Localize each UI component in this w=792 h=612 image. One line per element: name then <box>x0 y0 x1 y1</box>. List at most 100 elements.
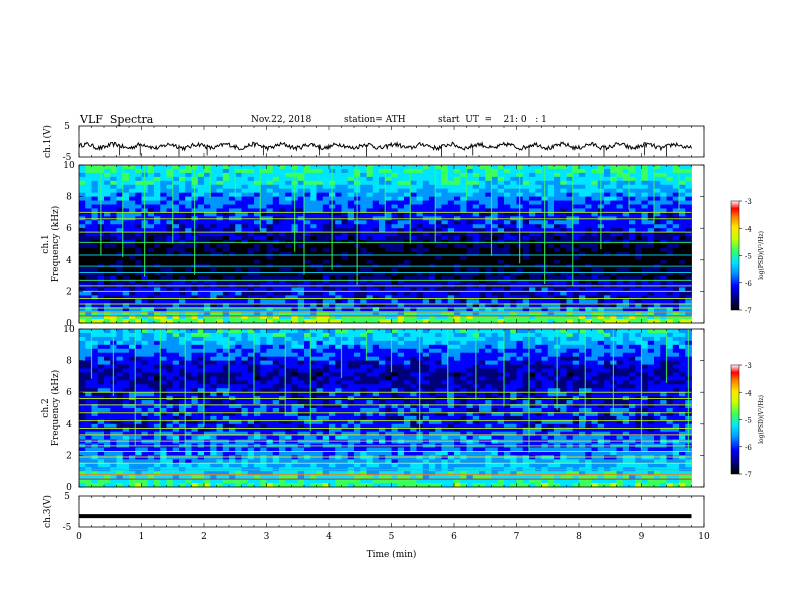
ch2-spec-cell <box>310 340 317 346</box>
ch1-spec-cell <box>366 311 374 316</box>
ch1-spec-cell <box>441 307 449 312</box>
ch2-spec-cell <box>479 336 486 342</box>
ch1-spec-cell <box>479 220 486 225</box>
ch1-spec-cell <box>460 212 467 217</box>
ch1-spec-cell <box>347 168 355 174</box>
ch1-spec-cell <box>304 259 311 265</box>
ch1-spec-cell <box>585 244 592 249</box>
ch1-spec-cell <box>491 196 499 201</box>
ch1-spec-cell <box>91 220 99 225</box>
ch1-spec-cell <box>222 259 230 265</box>
ch1-spec-cell <box>191 303 199 308</box>
ch1-spec-cell <box>479 255 486 261</box>
ch2-spec-cell <box>91 332 99 338</box>
ch1-spec-cell <box>616 228 624 233</box>
ch1-spec-cell <box>385 291 392 296</box>
ch2-spec-cell <box>241 344 249 350</box>
ch1-spec-cell <box>266 208 274 213</box>
ch1-spec-cell <box>560 224 567 229</box>
ch2-spec-cell <box>335 329 342 334</box>
ch1-spec-cell <box>272 176 280 182</box>
ch1-spec-cell <box>416 255 424 261</box>
ch1-spec-cell <box>104 299 111 304</box>
ch1-spec-cell <box>685 279 692 284</box>
ch1-spec-cell <box>447 315 455 320</box>
ch1-spec-cell <box>566 303 574 308</box>
ch1-spec-cell <box>354 299 361 304</box>
ch2-spec-cell <box>629 332 636 338</box>
ch1-spec-cell <box>560 188 567 194</box>
ch1-spec-cell <box>116 279 124 284</box>
ch2-spec-cell <box>297 340 305 346</box>
ch1-spec-cell <box>179 307 186 312</box>
ch1-spec-cell <box>110 307 117 312</box>
ch1-spec-cell <box>266 184 274 190</box>
ch2-spec-cell <box>185 329 192 334</box>
ch1-spec-cell <box>166 267 174 273</box>
ch1-spec-cell <box>335 267 342 273</box>
ch1-spec-cell <box>416 204 424 209</box>
ch1-spec-cell <box>216 192 224 197</box>
ch1-spec-cell <box>197 204 205 209</box>
ch2-spec-cell <box>360 344 367 350</box>
ch1-spec-cell <box>441 224 449 229</box>
ch1-spec-cell <box>79 180 86 186</box>
ch1-spec-cell <box>129 275 136 280</box>
ch1-spec-cell <box>429 184 436 190</box>
ch1-spec-cell <box>610 172 617 178</box>
ch1-spec-cell <box>372 224 380 229</box>
ch1-spec-cell <box>372 315 380 320</box>
ch1-spec-cell <box>347 236 355 241</box>
ch1-spec-cell <box>241 271 249 276</box>
ch2-spec-cell <box>547 332 555 338</box>
ch1-spec-cell <box>622 236 630 241</box>
ch1-spec-cell <box>97 299 105 304</box>
ch1-spec-cell <box>454 196 461 201</box>
ch1-spec-cell <box>654 172 661 178</box>
ch1-spec-cell <box>135 271 142 276</box>
start-time-label: start UT = 21: 0 : 1 <box>438 115 547 125</box>
ch1-spec-cell <box>616 315 624 320</box>
ch1-spec-cell <box>210 196 217 201</box>
ch1-spec-cell <box>566 255 574 261</box>
ch1-spec-cell <box>504 200 511 205</box>
ch1-spec-cell <box>104 172 111 178</box>
ch1-spec-cell <box>566 165 574 170</box>
ch1-spec-cell <box>322 176 330 182</box>
ch1-spec-cell <box>91 299 99 304</box>
ch1-spec-cell <box>416 168 424 174</box>
ch1-spec-cell <box>579 259 586 265</box>
ch1-spec-cell <box>379 196 386 201</box>
ch1-spec-cell <box>685 307 692 312</box>
ch1-spec-cell <box>685 192 692 197</box>
ch1-spec-cell <box>554 192 561 197</box>
ch2-spec-cell <box>322 340 330 346</box>
ch2-spec-cell <box>197 348 205 354</box>
ch1-spec-cell <box>147 232 155 237</box>
ch1-spec-cell <box>647 196 655 201</box>
ch1-spec-cell <box>685 228 692 233</box>
ch1-spec-cell <box>410 212 417 217</box>
ch1-spec-cell <box>104 168 111 174</box>
ch2-spec-cell <box>354 344 361 350</box>
ch1-spec-cell <box>160 303 167 308</box>
ch1-spec-cell <box>535 184 542 190</box>
ch2-spec-cell <box>310 356 317 361</box>
ch2-spec-cell <box>316 336 324 342</box>
ch2-spec-cell <box>79 348 86 354</box>
ch1-spec-cell <box>660 165 667 170</box>
ch1-spec-cell <box>454 279 461 284</box>
ch1-spec-cell <box>266 168 274 174</box>
ch1-spec-cell <box>347 279 355 284</box>
ch1-spec-cell <box>404 287 411 292</box>
ch1-spec-cell <box>260 259 267 265</box>
ch1-spec-cell <box>172 267 180 273</box>
ch1-spec-cell <box>435 192 442 197</box>
ch1-spec-cell <box>79 255 86 261</box>
ch1-spec-cell <box>360 271 367 276</box>
ch1-spec-cell <box>341 232 349 237</box>
ch1-spec-cell <box>254 165 261 170</box>
ch1-spec-cell <box>360 200 367 205</box>
ch1-spec-cell <box>560 204 567 209</box>
ch1-spec-cell <box>279 287 286 292</box>
